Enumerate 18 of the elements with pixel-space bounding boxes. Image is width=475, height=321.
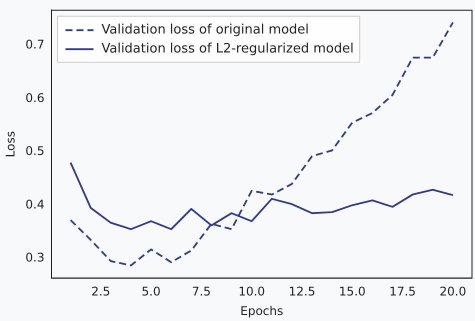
legend-label: Validation loss of original model	[101, 22, 309, 38]
y-tick-label: 0.4	[25, 197, 44, 212]
y-tick-label: 0.3	[25, 250, 44, 265]
line-series	[70, 22, 454, 266]
x-tick-label: 5.0	[142, 284, 161, 299]
x-tick-label: 12.5	[288, 284, 316, 299]
x-tick-label: 15.0	[338, 284, 366, 299]
x-tick-label: 20.0	[440, 284, 466, 299]
y-tick-label: 0.7	[25, 37, 44, 52]
y-axis-title: Loss	[3, 131, 18, 158]
x-tick-label: 2.5	[91, 284, 110, 299]
x-tick-label: 7.5	[192, 284, 211, 299]
y-tick-label: 0.6	[25, 90, 44, 105]
legend-label: Validation loss of L2-regularized model	[101, 42, 354, 57]
y-tick-label: 0.5	[25, 144, 44, 158]
x-tick-label: 17.5	[389, 284, 416, 299]
x-tick-label: 10.0	[238, 284, 266, 299]
x-axis-title: Epochs	[240, 304, 284, 318]
